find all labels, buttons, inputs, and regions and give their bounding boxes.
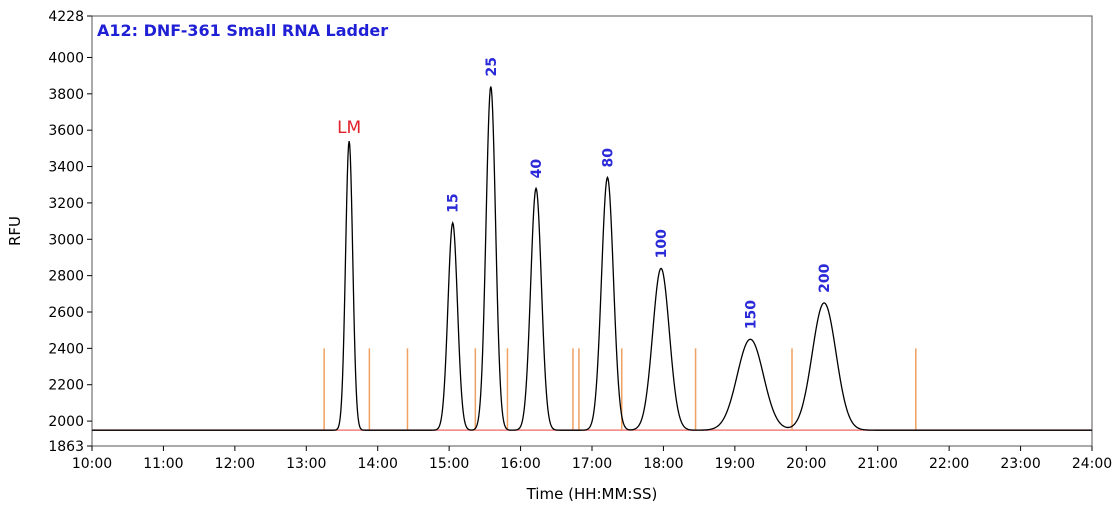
y-tick-label: 2000 <box>48 414 84 430</box>
x-tick-label: 12:00 <box>215 456 255 472</box>
peak-label-80: 80 <box>600 148 616 168</box>
x-tick-label: 14:00 <box>358 456 398 472</box>
x-tick-label: 21:00 <box>858 456 898 472</box>
y-tick-label: 3200 <box>48 196 84 212</box>
y-tick-label: 2600 <box>48 305 84 321</box>
y-tick-label: 4000 <box>48 50 84 66</box>
x-tick-label: 16:00 <box>500 456 540 472</box>
x-tick-label: 13:00 <box>286 456 326 472</box>
x-tick-label: 20:00 <box>786 456 826 472</box>
y-tick-label: 3800 <box>48 87 84 103</box>
x-tick-label: 10:00 <box>72 456 112 472</box>
x-tick-label: 18:00 <box>643 456 683 472</box>
peak-label-25: 25 <box>484 57 500 76</box>
x-tick-label: 11:00 <box>143 456 183 472</box>
y-axis-title: RFU <box>6 216 24 246</box>
x-tick-label: 24:00 <box>1072 456 1112 472</box>
y-tick-label: 2200 <box>48 378 84 394</box>
x-tick-label: 19:00 <box>715 456 755 472</box>
x-tick-label: 22:00 <box>929 456 969 472</box>
peak-label-100: 100 <box>654 229 670 258</box>
x-tick-label: 23:00 <box>1000 456 1040 472</box>
y-tick-label: 3000 <box>48 232 84 248</box>
y-tick-label: 2800 <box>48 269 84 285</box>
y-tick-label: 2400 <box>48 341 84 357</box>
peak-label-40: 40 <box>529 159 545 179</box>
chart-title: A12: DNF-361 Small RNA Ladder <box>97 21 388 40</box>
x-tick-label: 15:00 <box>429 456 469 472</box>
y-tick-label: 4228 <box>48 9 84 25</box>
plot-area <box>91 15 1093 447</box>
peak-label-150: 150 <box>743 300 759 329</box>
peak-label-15: 15 <box>446 193 462 212</box>
y-tick-label: 3400 <box>48 160 84 176</box>
y-tick-label: 1863 <box>48 439 84 455</box>
x-axis-title: Time (HH:MM:SS) <box>526 485 658 503</box>
y-tick-label: 3600 <box>48 123 84 139</box>
x-tick-label: 17:00 <box>572 456 612 472</box>
peak-label-lm: LM <box>337 118 361 138</box>
rfu-trace-line <box>92 86 1092 431</box>
peak-label-200: 200 <box>817 263 833 292</box>
